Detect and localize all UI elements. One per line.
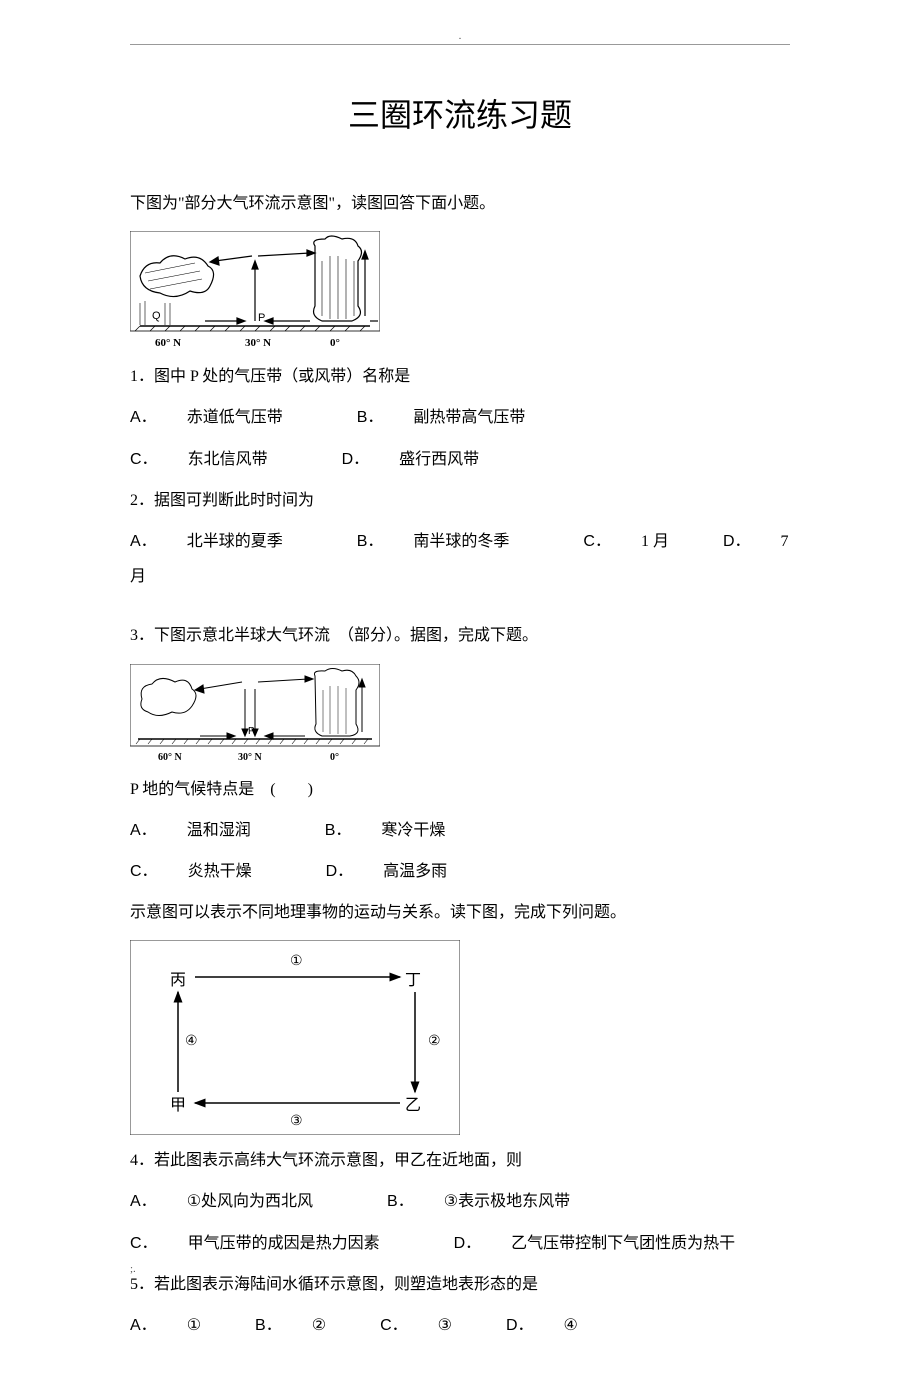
svg-text:0°: 0° — [330, 337, 340, 349]
q3b-options-ab: A．温和湿润 B．寒冷干燥 — [130, 813, 790, 848]
svg-text:P: P — [248, 726, 255, 737]
svg-text:③: ③ — [290, 1114, 303, 1129]
svg-text:30° N: 30° N — [245, 337, 271, 349]
figure-3: 丙 丁 甲 乙 ① ② ③ ④ — [130, 940, 790, 1135]
svg-text:②: ② — [428, 1034, 441, 1049]
q4-options-cd: C．甲气压带的成因是热力因素 D．乙气压带控制下气团性质为热干 — [130, 1226, 790, 1261]
svg-text:甲: 甲 — [170, 1097, 186, 1114]
figure-1: Q — [130, 231, 790, 351]
q1-options-cd: C．东北信风带 D．盛行西风带 — [130, 442, 790, 477]
svg-text:P: P — [258, 312, 265, 324]
svg-text:①: ① — [290, 954, 303, 969]
page-title: 三圈环流练习题 — [130, 90, 790, 136]
q1-options-ab: A．赤道低气压带 B．副热带高气压带 — [130, 400, 790, 435]
intro-1: 下图为"部分大气环流示意图"，读图回答下面小题。 — [130, 186, 790, 221]
q1-stem: 1．图中 P 处的气压带（或风带）名称是 — [130, 359, 790, 394]
svg-text:④: ④ — [185, 1034, 198, 1049]
svg-text:Q: Q — [152, 310, 161, 322]
svg-text:乙: 乙 — [405, 1097, 421, 1114]
header-mark: . — [130, 30, 790, 42]
q3-stem: 3．下图示意北半球大气环流 （部分）。据图，完成下题。 — [130, 618, 790, 653]
q5-stem: 5．若此图表示海陆间水循环示意图，则塑造地表形态的是 — [130, 1267, 790, 1302]
intro-2: 示意图可以表示不同地理事物的运动与关系。读下图，完成下列问题。 — [130, 895, 790, 930]
figure-2: P 60° N 30° N 0° — [130, 664, 790, 764]
svg-text:30° N: 30° N — [238, 752, 262, 763]
q5-options: A．① B．② C．③ D．④ — [130, 1308, 790, 1343]
svg-text:60° N: 60° N — [158, 752, 182, 763]
svg-text:丁: 丁 — [405, 972, 421, 989]
q2-options: A．北半球的夏季 B．南半球的冬季 C．1 月 D．7 月 — [130, 524, 790, 594]
svg-text:丙: 丙 — [170, 972, 186, 989]
q4-stem: 4．若此图表示高纬大气环流示意图，甲乙在近地面，则 — [130, 1143, 790, 1178]
header-rule — [130, 44, 790, 45]
q3b-options-cd: C．炎热干燥 D．高温多雨 — [130, 854, 790, 889]
svg-text:60° N: 60° N — [155, 337, 181, 349]
q2-stem: 2．据图可判断此时时间为 — [130, 483, 790, 518]
q3b-stem: P 地的气候特点是 ( ) — [130, 772, 790, 807]
svg-text:0°: 0° — [330, 752, 339, 763]
footer-mark: ;. — [130, 1263, 136, 1275]
q4-options-ab: A．①处风向为西北风 B．③表示极地东风带 — [130, 1184, 790, 1219]
